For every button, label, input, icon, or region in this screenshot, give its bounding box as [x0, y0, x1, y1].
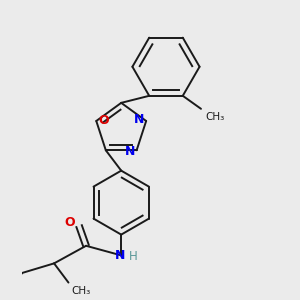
Text: N: N [124, 146, 135, 158]
Text: CH₃: CH₃ [206, 112, 225, 122]
Text: H: H [129, 250, 138, 263]
Text: O: O [65, 217, 76, 230]
Text: O: O [98, 115, 109, 128]
Text: N: N [114, 249, 125, 262]
Text: CH₃: CH₃ [71, 286, 90, 296]
Text: N: N [134, 113, 144, 126]
